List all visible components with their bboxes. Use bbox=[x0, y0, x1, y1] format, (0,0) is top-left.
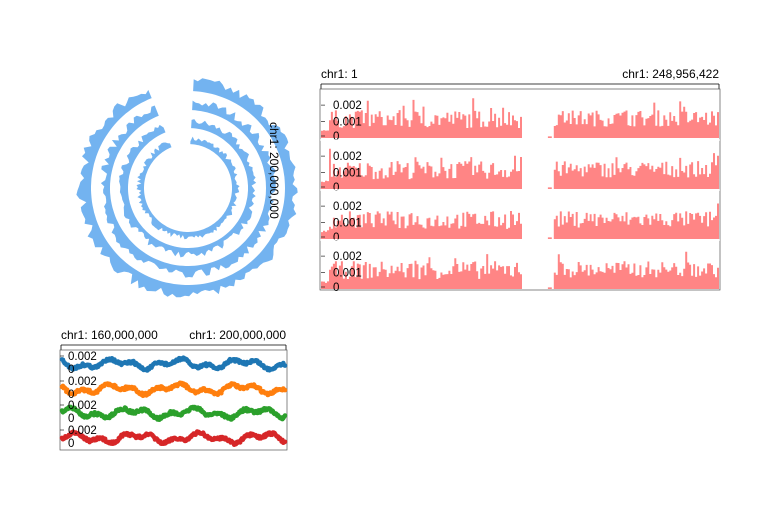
scatter-ytick-label: 0 bbox=[68, 389, 74, 401]
scatter-frame bbox=[59, 349, 288, 451]
circular-label: chr1: 200,000,000 bbox=[267, 122, 281, 219]
scatter-series-4 bbox=[59, 429, 288, 448]
linear-ytick-label: 0.002 bbox=[333, 201, 362, 213]
linear-ytick-label: 0 bbox=[333, 282, 339, 294]
linear-track: 0.002 0.001 0 0.002 0.001 0 0.002 0.001 0 0.002 0.… bbox=[320, 98, 720, 294]
linear-histogram-row-4 bbox=[321, 251, 719, 289]
scatter-series-1 bbox=[59, 355, 288, 373]
scatter-point bbox=[282, 439, 288, 445]
scatter-series-3 bbox=[59, 404, 288, 423]
linear-histogram-row-1 bbox=[321, 98, 719, 138]
scatter-ytick-label: 0 bbox=[68, 438, 74, 450]
linear-ytick-label: 0.002 bbox=[333, 151, 362, 163]
linear-ytick-label: 0.002 bbox=[333, 251, 362, 263]
circular-ring-1 bbox=[136, 136, 240, 240]
linear-histogram-row-3 bbox=[321, 203, 719, 239]
scatter-ytick-label: 0.002 bbox=[68, 400, 97, 412]
linear-ytick-label: 0 bbox=[333, 131, 339, 143]
linear-ytick-label: 0.001 bbox=[333, 117, 362, 129]
scatter-right-label: chr1: 200,000,000 bbox=[189, 328, 286, 342]
linear-ytick-label: 0.002 bbox=[333, 100, 362, 112]
scatter-ytick-label: 0.002 bbox=[68, 351, 97, 363]
linear-ytick-label: 0 bbox=[333, 232, 339, 244]
linear-histogram-row-2 bbox=[321, 148, 719, 189]
linear-right-label: chr1: 248,956,422 bbox=[622, 67, 719, 81]
linear-ytick-label: 0.001 bbox=[333, 218, 362, 230]
scatter-point bbox=[257, 385, 263, 391]
linear-ytick-label: 0.001 bbox=[333, 168, 362, 180]
linear-left-label: chr1: 1 bbox=[321, 67, 358, 81]
scatter-ytick-label: 0.002 bbox=[68, 425, 97, 437]
scatter-point bbox=[282, 363, 288, 368]
scatter-point bbox=[282, 387, 288, 393]
scatter-left-label: chr1: 160,000,000 bbox=[61, 328, 158, 342]
scatter-ytick-label: 0 bbox=[68, 413, 74, 425]
scatter-series-2 bbox=[59, 380, 288, 399]
scatter-ytick-label: 0.002 bbox=[68, 376, 97, 388]
circular-track bbox=[76, 78, 298, 298]
linear-ytick-label: 0.001 bbox=[333, 268, 362, 280]
scatter-point bbox=[282, 413, 288, 418]
linear-ytick-label: 0 bbox=[333, 182, 339, 194]
scatter-ytick-label: 0 bbox=[68, 364, 74, 376]
